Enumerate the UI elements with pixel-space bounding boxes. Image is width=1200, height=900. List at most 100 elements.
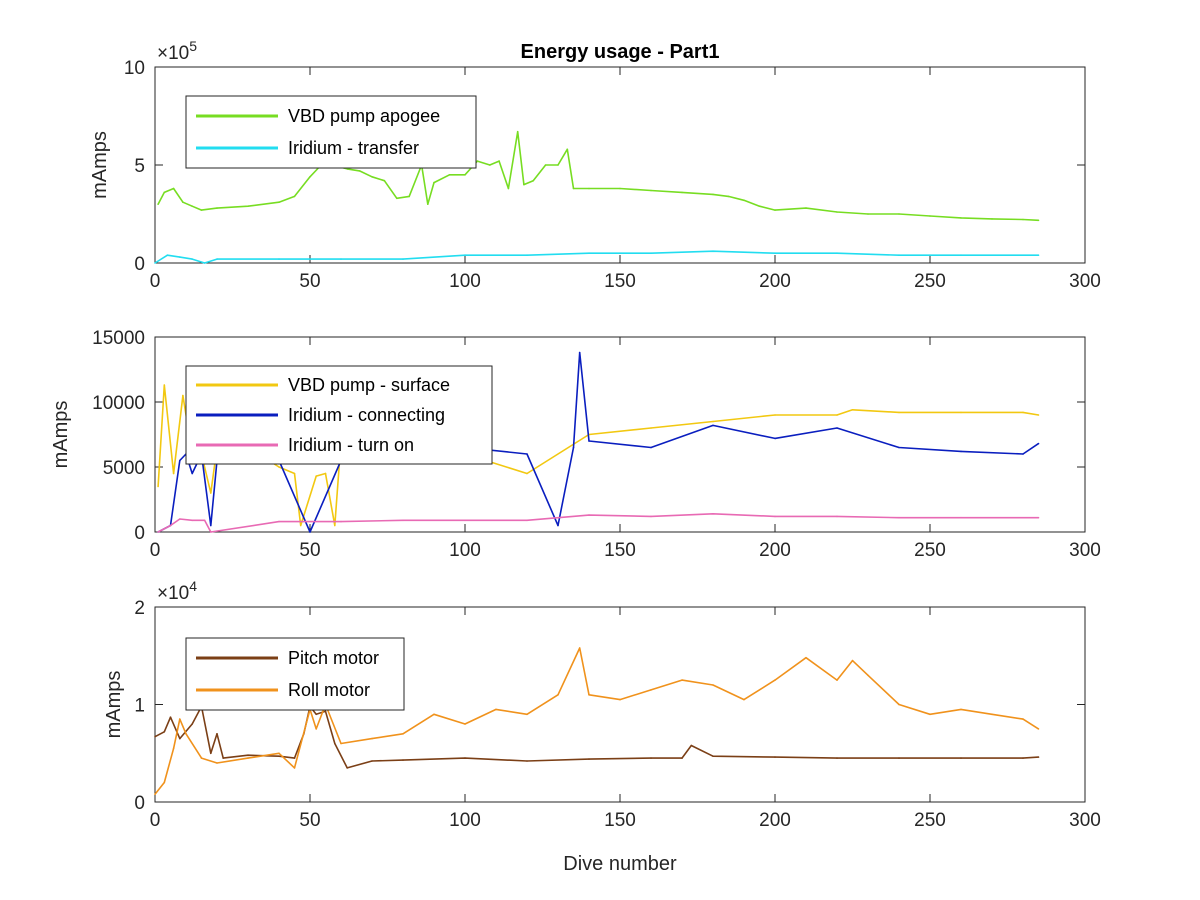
data-point [191, 472, 193, 475]
x-tick-label: 150 [604, 540, 636, 561]
data-point [163, 191, 166, 194]
data-point [712, 684, 714, 686]
data-point [203, 262, 206, 264]
data-point [526, 519, 528, 522]
data-point [836, 211, 838, 213]
data-point [836, 414, 838, 416]
chart-title: Energy usage - Part1 [521, 41, 720, 63]
data-point [898, 254, 900, 256]
data-point [433, 713, 435, 716]
data-point [315, 713, 318, 716]
data-point [526, 713, 528, 716]
data-point [526, 453, 528, 455]
data-point [588, 252, 590, 254]
x-tick-label: 50 [299, 810, 320, 831]
data-point [898, 703, 900, 706]
data-point [293, 767, 296, 769]
data-point [619, 698, 621, 701]
subplot-2: 0 50 100 150 200 250 300 0 5000 10000 15000 mAmps VB… [50, 328, 1101, 561]
data-point [408, 195, 411, 198]
data-point [163, 731, 166, 733]
data-point [179, 518, 181, 520]
data-point [309, 531, 311, 533]
data-point [340, 258, 342, 260]
y-tick-label: 2 [134, 598, 145, 619]
data-point [402, 733, 404, 735]
data-point [210, 752, 212, 755]
data-point [1037, 728, 1040, 730]
data-point [315, 475, 318, 477]
data-point [588, 440, 590, 442]
data-point [960, 708, 962, 711]
legend-entry: VBD pump - surface [288, 375, 450, 395]
data-point [163, 781, 166, 784]
data-point [210, 492, 212, 494]
x-tick-label: 300 [1069, 810, 1101, 831]
data-point [464, 757, 466, 759]
data-point [836, 252, 838, 254]
y-tick-label: 5000 [103, 458, 145, 479]
x-tick-label: 100 [449, 271, 481, 292]
data-point [774, 756, 776, 758]
data-point [712, 193, 714, 196]
data-point [681, 679, 683, 681]
x-tick-label: 0 [150, 810, 161, 831]
data-point [712, 250, 714, 252]
data-point [650, 757, 652, 759]
x-tick-label: 300 [1069, 540, 1101, 561]
y-tick-label: 0 [134, 523, 145, 544]
data-point [774, 679, 776, 681]
data-point [681, 191, 683, 194]
data-point [774, 414, 776, 416]
data-point [619, 187, 621, 190]
data-point [464, 254, 466, 256]
data-point [169, 524, 172, 527]
data-point [805, 656, 807, 659]
data-point [154, 262, 156, 264]
data-point [154, 793, 156, 795]
data-point [898, 446, 900, 449]
data-point [383, 179, 386, 182]
data-point [191, 258, 193, 260]
data-point [309, 176, 311, 178]
x-tick-label: 100 [449, 540, 481, 561]
data-point [154, 735, 156, 738]
data-point [172, 747, 175, 750]
data-point [157, 485, 159, 488]
data-point [315, 728, 318, 730]
data-point [566, 148, 569, 151]
data-point [898, 757, 900, 759]
data-point [402, 519, 404, 522]
x-tick-label: 150 [604, 810, 636, 831]
data-point [712, 513, 714, 515]
data-point [712, 420, 714, 423]
data-point [836, 515, 838, 518]
data-point [929, 215, 931, 217]
data-point [278, 752, 280, 755]
data-point [1022, 757, 1024, 759]
data-point [476, 160, 479, 162]
data-point [340, 742, 342, 745]
data-point [324, 472, 327, 475]
legend-box [185, 637, 405, 711]
data-point [346, 767, 349, 769]
data-point [200, 209, 203, 211]
data-point [743, 698, 745, 701]
y-axis-label: mAmps [89, 131, 111, 199]
data-point [299, 524, 302, 527]
data-point [1022, 411, 1024, 414]
x-tick-label: 0 [150, 540, 161, 561]
data-point [526, 254, 528, 256]
data-point [851, 659, 854, 662]
data-point [774, 252, 776, 254]
data-point [185, 733, 187, 735]
data-point [774, 437, 776, 440]
data-point [690, 744, 693, 747]
data-point [758, 205, 761, 207]
data-point [898, 411, 900, 414]
data-point [898, 516, 900, 519]
legend-entry: Roll motor [288, 680, 370, 700]
y-tick-label: 15000 [92, 328, 145, 349]
